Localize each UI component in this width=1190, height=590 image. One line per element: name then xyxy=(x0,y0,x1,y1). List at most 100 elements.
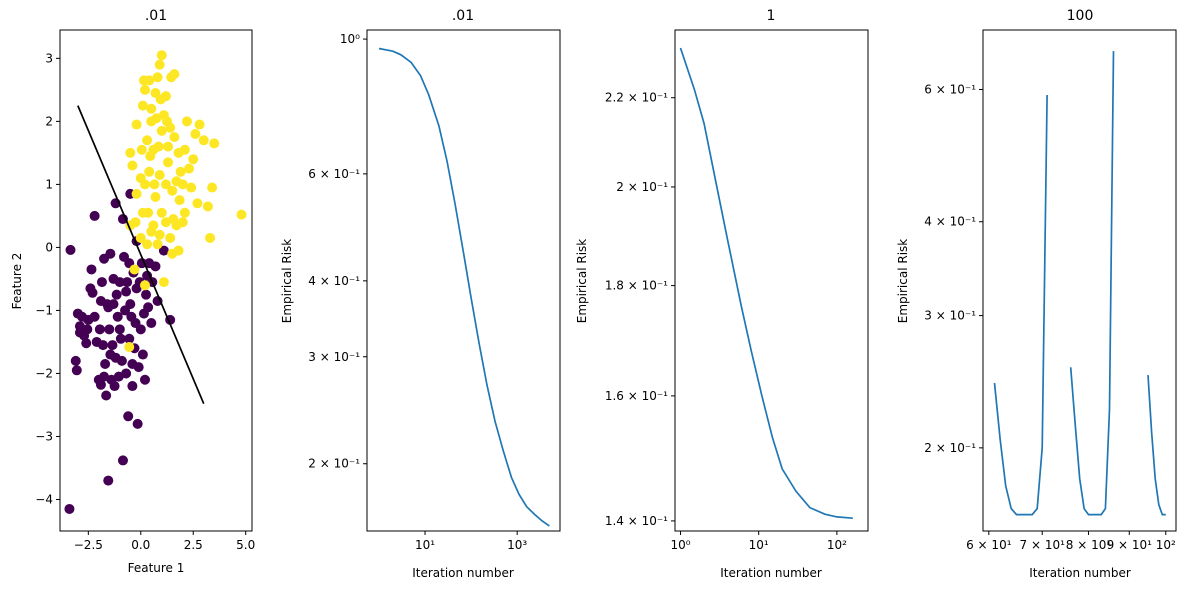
y-tick-label: 4 × 10⁻¹ xyxy=(308,274,360,288)
data-point xyxy=(150,192,161,202)
data-point xyxy=(162,116,173,127)
x-tick-label: 0.0 xyxy=(131,538,150,552)
data-point xyxy=(108,273,119,284)
y-tick-label: 2 × 10⁻¹ xyxy=(924,441,976,455)
risk-line xyxy=(378,47,550,527)
data-point xyxy=(70,355,81,366)
data-point xyxy=(135,232,146,243)
data-point xyxy=(121,368,132,379)
data-point xyxy=(151,113,162,124)
y-tick-label: 2 xyxy=(45,114,53,128)
data-point xyxy=(179,207,190,218)
data-point xyxy=(122,277,133,288)
x-tick-label: 7 × 10¹ xyxy=(1020,538,1066,552)
data-point xyxy=(103,302,114,313)
x-tick-label: 10³ xyxy=(507,538,527,552)
data-point xyxy=(87,287,98,298)
data-point xyxy=(64,503,75,514)
data-point xyxy=(107,340,118,351)
data-point xyxy=(131,188,142,199)
y-tick-label: −2 xyxy=(35,366,53,380)
data-point xyxy=(194,119,205,130)
data-point xyxy=(135,173,146,184)
y-tick-label: −1 xyxy=(35,303,53,317)
data-point xyxy=(125,299,136,310)
data-point xyxy=(121,286,132,297)
data-point xyxy=(104,324,115,335)
axes-1: 10¹ 10³ 2 × 10⁻¹ 3 × 10⁻¹ 4 × 10⁻¹ 6 × 10⁻¹ 10… xyxy=(308,29,561,552)
risk-line xyxy=(993,94,1048,516)
data-point xyxy=(94,324,105,335)
data-point xyxy=(143,207,154,218)
data-point xyxy=(152,239,163,250)
data-point xyxy=(123,411,134,422)
data-point xyxy=(132,418,143,429)
data-point xyxy=(165,232,176,243)
data-point xyxy=(139,280,150,291)
data-point xyxy=(145,151,156,162)
data-point xyxy=(177,217,188,228)
data-point xyxy=(167,185,178,196)
data-point xyxy=(156,207,167,218)
data-point xyxy=(65,244,76,255)
y-axis-label: Feature 2 xyxy=(10,253,24,310)
data-point xyxy=(138,75,149,86)
x-tick-label: 10¹ xyxy=(415,538,435,552)
data-point xyxy=(163,157,174,168)
x-tick-label: 10² xyxy=(827,538,847,552)
data-point xyxy=(101,390,112,401)
y-tick-label: 2 × 10⁻¹ xyxy=(616,180,668,194)
risk-panel-3: 100 Iteration number Empirical Risk xyxy=(896,8,1131,580)
data-point xyxy=(127,160,138,171)
data-point xyxy=(124,333,135,344)
data-point xyxy=(111,289,122,300)
risk-line xyxy=(679,47,853,520)
data-point xyxy=(143,302,154,313)
data-point xyxy=(136,258,147,269)
y-tick-label: 3 × 10⁻¹ xyxy=(308,350,360,364)
data-point xyxy=(127,359,138,369)
data-point xyxy=(192,198,203,209)
data-point xyxy=(169,132,180,143)
data-point xyxy=(156,50,167,61)
y-tick-label: 6 × 10⁻¹ xyxy=(308,167,360,181)
data-point xyxy=(95,379,106,390)
data-point xyxy=(131,119,142,130)
data-point xyxy=(158,277,169,288)
y-tick-label: 4 × 10⁻¹ xyxy=(924,215,976,229)
data-point xyxy=(130,217,141,228)
y-tick-label: 1.8 × 10⁻¹ xyxy=(605,279,668,293)
x-tick-label: 9 × 10¹ xyxy=(1107,538,1153,552)
data-point xyxy=(146,103,157,114)
x-axis-label: Iteration number xyxy=(1029,566,1131,580)
y-tick-label: 6 × 10⁻¹ xyxy=(924,82,976,96)
data-point xyxy=(153,141,164,152)
data-point xyxy=(127,381,138,392)
data-point xyxy=(116,355,127,366)
data-point xyxy=(154,229,165,240)
data-point xyxy=(154,59,165,70)
y-tick-label: −3 xyxy=(35,429,53,443)
y-tick-label: 2.2 × 10⁻¹ xyxy=(605,91,668,105)
data-point xyxy=(96,277,107,288)
data-point xyxy=(141,289,152,300)
data-point xyxy=(139,374,150,385)
data-point xyxy=(155,94,166,105)
data-point xyxy=(142,135,153,146)
data-point xyxy=(188,154,199,165)
data-point xyxy=(74,327,85,338)
data-point xyxy=(168,214,179,225)
risk-line xyxy=(1147,375,1166,516)
data-point xyxy=(129,264,140,275)
x-axis-label: Iteration number xyxy=(412,566,514,580)
data-point xyxy=(152,72,163,83)
y-tick-label: 1.6 × 10⁻¹ xyxy=(605,389,668,403)
data-point xyxy=(149,179,160,190)
decision-boundary-line xyxy=(77,105,205,405)
y-axis-label: Empirical Risk xyxy=(575,239,589,324)
data-point xyxy=(98,340,109,351)
data-point xyxy=(112,311,123,322)
data-point xyxy=(160,179,171,190)
data-point xyxy=(148,220,159,231)
data-point xyxy=(137,100,148,111)
